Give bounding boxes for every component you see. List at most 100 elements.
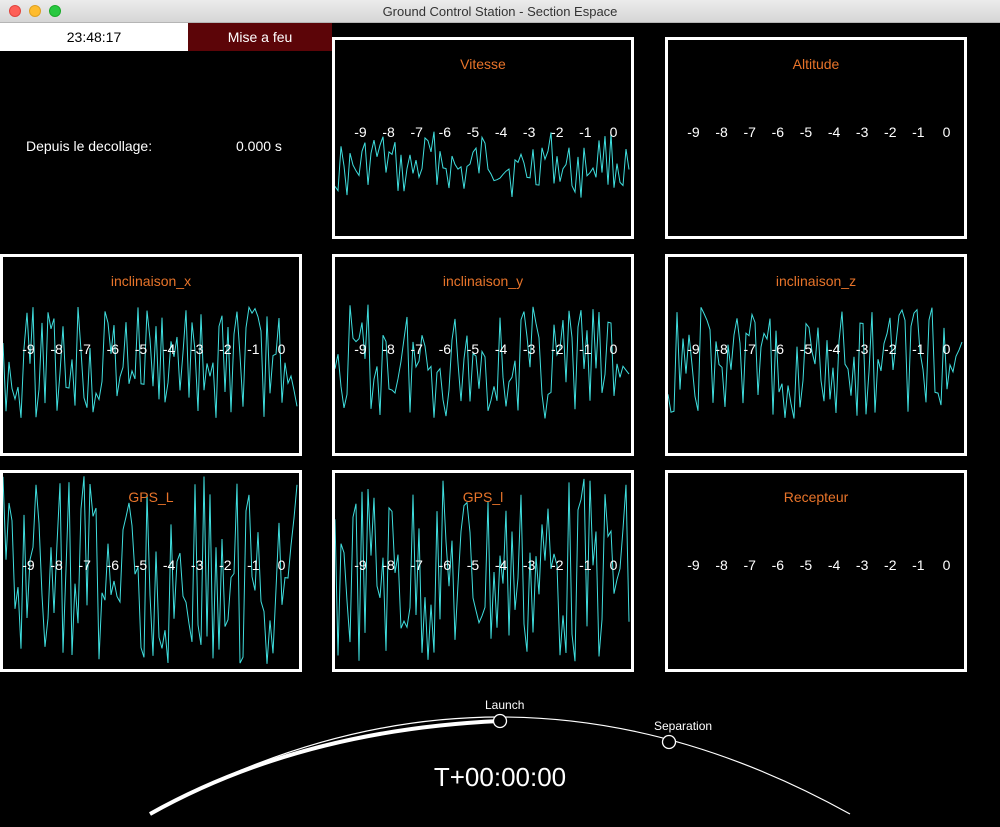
tick-label: -6 bbox=[106, 341, 120, 357]
tick-label: -1 bbox=[912, 557, 925, 573]
tick-label: -6 bbox=[771, 341, 785, 357]
tick-label: -9 bbox=[22, 341, 35, 357]
tick-label: -1 bbox=[579, 341, 592, 357]
separation-marker bbox=[661, 734, 677, 750]
tick-label: -4 bbox=[494, 341, 508, 357]
minimize-window-button[interactable] bbox=[29, 5, 41, 17]
tick-label: -7 bbox=[410, 557, 423, 573]
tick-label: -8 bbox=[715, 341, 728, 357]
tick-label: -4 bbox=[494, 124, 508, 140]
tick-label: -3 bbox=[522, 341, 536, 357]
x-axis-ticks: -9 -8 -7 -6 -5 -4 -3 -2 -1 0 bbox=[680, 124, 960, 140]
tick-label: -7 bbox=[743, 341, 756, 357]
graph-title: inclinaison_z bbox=[775, 273, 857, 289]
tick-label: -5 bbox=[134, 557, 148, 573]
tick-label: -2 bbox=[219, 341, 232, 357]
tick-label: 0 bbox=[609, 124, 618, 140]
tick-label: -2 bbox=[551, 557, 564, 573]
tick-label: -4 bbox=[827, 557, 841, 573]
tick-label: -7 bbox=[78, 557, 91, 573]
tick-label: -2 bbox=[551, 341, 564, 357]
window-title: Ground Control Station - Section Espace bbox=[382, 4, 618, 19]
x-axis-ticks: -9 -8 -7 -6 -5 -4 -3 -2 -1 0 bbox=[347, 341, 627, 357]
graph-title: Recepteur bbox=[783, 489, 849, 505]
tick-label: -5 bbox=[466, 557, 480, 573]
tick-label: -6 bbox=[771, 124, 785, 140]
tick-label: -2 bbox=[884, 341, 897, 357]
graph-panel-inclinaison_z: inclinaison_z -9 -8 -7 -6 -5 -4 -3 -2 -1 0 bbox=[665, 254, 967, 456]
tick-label: -6 bbox=[771, 557, 785, 573]
since-liftoff-value: 0.000 s bbox=[236, 138, 282, 154]
tick-label: -1 bbox=[912, 341, 925, 357]
signal-trace bbox=[335, 304, 630, 419]
timeline: Launch Separation bbox=[0, 680, 1000, 822]
tick-label: -5 bbox=[799, 341, 813, 357]
x-axis-ticks: -9 -8 -7 -6 -5 -4 -3 -2 -1 0 bbox=[15, 341, 295, 357]
zoom-window-button[interactable] bbox=[49, 5, 61, 17]
tick-label: -5 bbox=[466, 124, 480, 140]
x-axis-ticks: -9 -8 -7 -6 -5 -4 -3 -2 -1 0 bbox=[15, 557, 295, 573]
tick-label: -3 bbox=[522, 124, 536, 140]
tick-label: -7 bbox=[410, 341, 423, 357]
graph-panel-gps_l: GPS_l -9 -8 -7 -6 -5 -4 -3 -2 -1 0 bbox=[332, 470, 634, 672]
graph-title: GPS_l bbox=[462, 489, 504, 505]
tick-label: -9 bbox=[354, 557, 367, 573]
tick-label: -9 bbox=[354, 341, 367, 357]
trajectory-arc bbox=[149, 713, 851, 816]
signal-trace bbox=[668, 307, 963, 419]
tick-label: -3 bbox=[855, 124, 869, 140]
close-window-button[interactable] bbox=[9, 5, 21, 17]
tick-label: -6 bbox=[438, 341, 452, 357]
tick-label: -3 bbox=[855, 341, 869, 357]
tick-label: -7 bbox=[743, 124, 756, 140]
separation-label: Separation bbox=[654, 719, 713, 733]
tick-label: -1 bbox=[579, 124, 592, 140]
fire-button[interactable]: Mise a feu bbox=[188, 23, 332, 51]
tick-label: -4 bbox=[827, 124, 841, 140]
tick-label: -5 bbox=[799, 124, 813, 140]
x-axis-ticks: -9 -8 -7 -6 -5 -4 -3 -2 -1 0 bbox=[347, 124, 627, 140]
signal-trace bbox=[3, 305, 298, 418]
graph-title: inclinaison_x bbox=[110, 273, 192, 289]
tick-label: -3 bbox=[190, 557, 204, 573]
window-titlebar: Ground Control Station - Section Espace bbox=[0, 0, 1000, 23]
tick-label: -8 bbox=[382, 557, 395, 573]
x-axis-ticks: -9 -8 -7 -6 -5 -4 -3 -2 -1 0 bbox=[680, 557, 960, 573]
launch-label: Launch bbox=[485, 698, 525, 712]
tick-label: -3 bbox=[522, 557, 536, 573]
tick-label: -4 bbox=[162, 341, 176, 357]
signal-trace bbox=[3, 476, 298, 664]
tick-label: -8 bbox=[382, 124, 395, 140]
tick-label: -1 bbox=[247, 341, 260, 357]
graph-panel-inclinaison_y: inclinaison_y -9 -8 -7 -6 -5 -4 -3 -2 -1 0 bbox=[332, 254, 634, 456]
since-liftoff-label: Depuis le decollage: bbox=[26, 138, 153, 154]
tick-label: -8 bbox=[50, 557, 63, 573]
tick-label: -5 bbox=[134, 341, 148, 357]
tick-label: -1 bbox=[912, 124, 925, 140]
tick-label: 0 bbox=[942, 557, 951, 573]
tick-label: -3 bbox=[855, 557, 869, 573]
x-axis-ticks: -9 -8 -7 -6 -5 -4 -3 -2 -1 0 bbox=[680, 341, 960, 357]
tick-label: 0 bbox=[942, 341, 951, 357]
tick-label: -8 bbox=[50, 341, 63, 357]
tick-label: -2 bbox=[884, 557, 897, 573]
x-axis-ticks: -9 -8 -7 -6 -5 -4 -3 -2 -1 0 bbox=[347, 557, 627, 573]
tick-label: -5 bbox=[799, 557, 813, 573]
tick-label: -6 bbox=[106, 557, 120, 573]
tick-label: -9 bbox=[22, 557, 35, 573]
tick-label: -2 bbox=[219, 557, 232, 573]
tick-label: -9 bbox=[687, 557, 700, 573]
tick-label: -2 bbox=[884, 124, 897, 140]
tick-label: -8 bbox=[715, 557, 728, 573]
graph-title: Altitude bbox=[792, 56, 840, 72]
tick-label: -4 bbox=[827, 341, 841, 357]
tick-label: 0 bbox=[609, 341, 618, 357]
mission-time: T+00:00:00 bbox=[433, 762, 567, 792]
tick-label: -9 bbox=[687, 124, 700, 140]
graph-title: GPS_L bbox=[128, 489, 174, 505]
tick-label: -9 bbox=[354, 124, 367, 140]
graph-panel-inclinaison_x: inclinaison_x -9 -8 -7 -6 -5 -4 -3 -2 -1 0 bbox=[0, 254, 302, 456]
tick-label: -3 bbox=[190, 341, 204, 357]
clock: 23:48:17 bbox=[0, 23, 188, 51]
graph-title: inclinaison_y bbox=[442, 273, 524, 289]
